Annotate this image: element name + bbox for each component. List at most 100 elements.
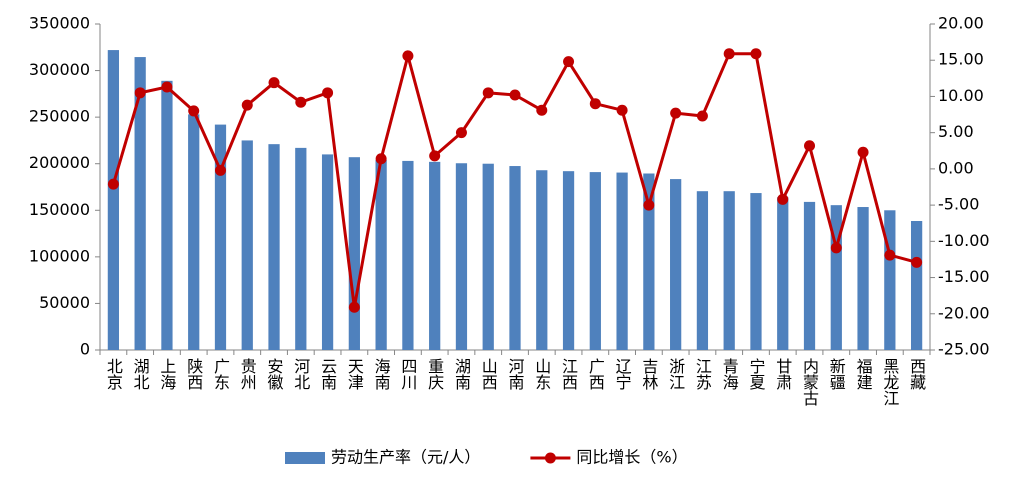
legend-label: 劳动生产率（元/人） (331, 448, 480, 467)
y2-tick-label: -25.00 (938, 340, 990, 359)
bar (375, 159, 387, 350)
line-marker (107, 178, 119, 190)
bar (616, 172, 628, 350)
y2-tick-label: 15.00 (938, 50, 984, 69)
line-marker (563, 56, 575, 68)
x-tick-label: 山东 (532, 358, 551, 390)
x-tick-label: 重庆 (425, 358, 444, 390)
x-tick-label: 贵州 (238, 358, 257, 390)
x-tick-label: 四川 (398, 358, 417, 390)
x-tick-label: 黑龙江 (880, 358, 899, 406)
x-tick-label: 青海 (720, 358, 739, 390)
bar (643, 173, 655, 350)
bar (268, 144, 280, 350)
bar (509, 166, 521, 350)
x-tick-label: 湖北 (131, 358, 150, 390)
line-marker (295, 96, 307, 108)
x-tick-label: 甘肃 (773, 358, 792, 390)
x-tick-label: 内蒙古 (800, 358, 819, 406)
bar (241, 140, 253, 350)
y2-tick-label: -5.00 (938, 195, 979, 214)
bar (188, 114, 200, 350)
y2-tick-label: -15.00 (938, 267, 990, 286)
x-tick-label: 湖南 (452, 358, 471, 390)
bar (723, 191, 735, 350)
x-tick-label: 陕西 (184, 358, 203, 390)
line-marker (348, 301, 360, 313)
bar (482, 163, 494, 350)
line-marker (670, 107, 682, 119)
x-tick-label: 安徽 (265, 358, 284, 390)
x-tick-label: 云南 (318, 358, 337, 390)
line-marker (911, 256, 923, 268)
bar (884, 210, 896, 350)
y2-tick-label: 10.00 (938, 86, 984, 105)
bar (562, 171, 575, 350)
line-marker (777, 193, 789, 205)
line-marker (750, 48, 762, 60)
x-tick-label: 天津 (345, 358, 364, 390)
bar (750, 193, 762, 350)
line-marker (696, 110, 708, 122)
line-marker (482, 87, 494, 99)
line-marker (723, 48, 735, 60)
line-marker (589, 98, 601, 110)
x-tick-label: 浙江 (666, 358, 685, 390)
bar (402, 160, 414, 350)
bar (910, 220, 923, 350)
x-tick-label: 宁夏 (746, 358, 765, 390)
y2-tick-label: 20.00 (938, 14, 984, 33)
y-tick-label: 200000 (29, 153, 90, 172)
line-marker (214, 164, 226, 176)
x-tick-label: 江西 (559, 358, 578, 390)
x-tick-label: 广西 (586, 358, 605, 390)
bar (455, 163, 468, 350)
line-marker (884, 249, 896, 261)
bar (857, 207, 869, 350)
x-tick-label: 福建 (854, 358, 873, 390)
y2-tick-label: -10.00 (938, 231, 990, 250)
line-marker (643, 199, 655, 211)
legend-label: 同比增长（%） (576, 448, 687, 467)
y-tick-label: 0 (80, 340, 90, 359)
line-marker (134, 87, 146, 99)
line-marker (804, 140, 816, 152)
x-tick-label: 江苏 (693, 358, 712, 391)
y-tick-label: 250000 (29, 107, 90, 126)
line-marker (402, 50, 414, 62)
line-marker (268, 77, 280, 89)
bar (429, 161, 441, 350)
line-marker (455, 127, 467, 139)
x-tick-label: 山西 (479, 358, 498, 390)
y2-tick-label: -20.00 (938, 303, 990, 322)
y-tick-label: 100000 (29, 246, 90, 265)
y-tick-label: 150000 (29, 200, 90, 219)
y2-tick-label: 5.00 (938, 122, 974, 141)
line-marker (536, 104, 548, 116)
bar (348, 157, 360, 350)
line-marker (509, 89, 521, 101)
x-tick-label: 河北 (291, 358, 310, 390)
bar (777, 197, 789, 350)
bar (803, 201, 816, 350)
bar (321, 154, 334, 350)
x-tick-label: 新疆 (827, 358, 846, 390)
y2-tick-label: 0.00 (938, 158, 974, 177)
x-tick-label: 辽宁 (613, 358, 632, 390)
x-tick-label: 西藏 (907, 358, 926, 391)
bar (161, 80, 173, 351)
bar (134, 57, 146, 351)
line-marker (188, 105, 200, 117)
x-tick-label: 吉林 (639, 358, 658, 390)
bar (214, 124, 227, 350)
y-tick-label: 300000 (29, 60, 90, 79)
legend-swatch-marker (544, 452, 556, 464)
y-tick-label: 350000 (29, 14, 90, 33)
x-tick-label: 河南 (506, 358, 525, 390)
legend-swatch (285, 452, 325, 464)
line-marker (241, 99, 253, 111)
line-marker (830, 242, 842, 254)
bar (536, 170, 548, 350)
bar (670, 179, 682, 350)
